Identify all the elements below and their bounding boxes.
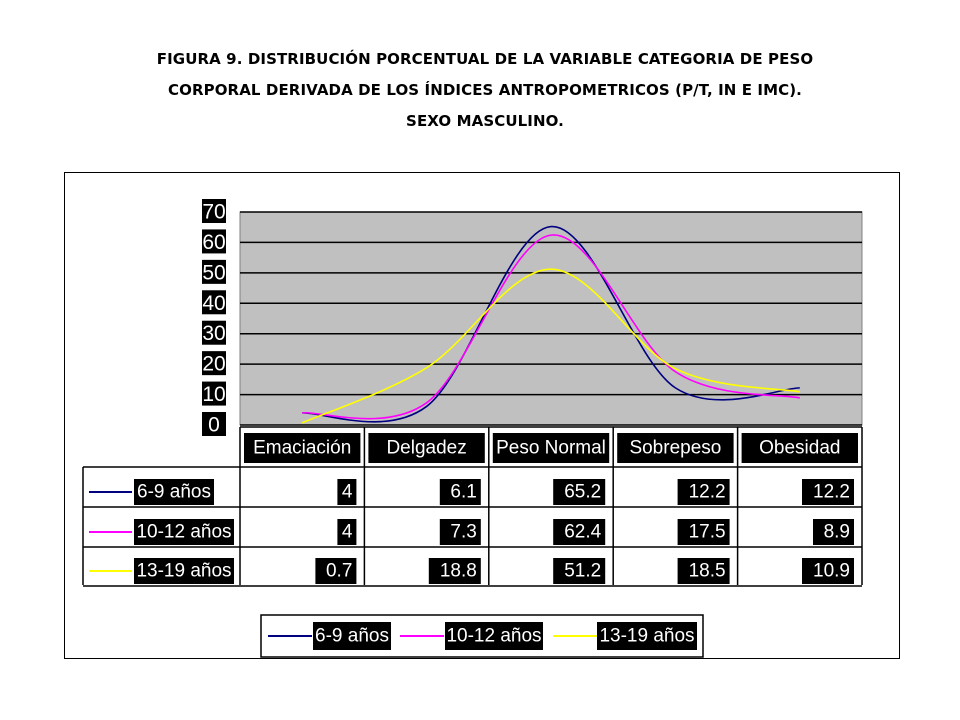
- title-line-3: SEXO MASCULINO.: [406, 112, 564, 130]
- data-label-bg: [802, 479, 854, 505]
- data-label-bg: [813, 519, 854, 545]
- data-label-bg: [439, 519, 481, 545]
- data-label-bg: [677, 479, 730, 505]
- data-label-bg: [677, 558, 730, 584]
- data-label-bg: [677, 519, 730, 545]
- data-label: 51.2: [564, 561, 601, 582]
- row-label-bg: [134, 479, 214, 505]
- y-tick-text: 60: [202, 231, 225, 254]
- y-tick-label-bg: [202, 229, 226, 254]
- y-tick-label: 50: [202, 259, 226, 284]
- data-label: 10.9: [813, 561, 850, 582]
- legend-label-bg: [445, 622, 543, 650]
- data-label: 7.3: [450, 522, 476, 543]
- y-tick-label-bg: [202, 412, 226, 436]
- data-label: 12.2: [813, 482, 850, 503]
- data-label: 65.2: [564, 482, 601, 503]
- data-label: 4: [342, 522, 353, 543]
- y-tick-label-bg: [202, 351, 226, 376]
- data-label: 18.8: [440, 561, 477, 582]
- data-label: 8.9: [824, 522, 850, 543]
- category-label: Sobrepeso: [629, 438, 721, 459]
- row-label-bg: [134, 519, 234, 545]
- row-series-label: 10-12 años: [136, 522, 231, 543]
- y-tick-text: 20: [202, 353, 225, 376]
- category-label-bg: [368, 433, 485, 463]
- y-tick-label: 10: [202, 381, 226, 406]
- y-tick-label: 40: [202, 290, 226, 315]
- legend-label: 13-19 años: [599, 626, 694, 647]
- data-label: 0.7: [326, 561, 352, 582]
- y-tick-label: 70: [202, 199, 226, 224]
- series-line-2: [302, 234, 800, 420]
- y-tick-text: 10: [202, 383, 225, 406]
- y-tick-label: 30: [202, 320, 226, 345]
- row-label-bg: [134, 558, 234, 584]
- category-label: Delgadez: [386, 438, 466, 459]
- legend-label-bg: [313, 622, 391, 650]
- y-tick-label-bg: [202, 290, 226, 315]
- category-label: Emaciación: [253, 438, 351, 459]
- row-series-label: 6-9 años: [137, 482, 211, 503]
- category-label-bg: [492, 433, 610, 463]
- legend-label: 6-9 años: [315, 626, 389, 647]
- row-series-label: 13-19 años: [136, 561, 231, 582]
- data-label: 4: [342, 482, 353, 503]
- category-label: Peso Normal: [496, 438, 606, 459]
- category-label-bg: [617, 433, 734, 463]
- y-tick-label-bg: [202, 320, 226, 345]
- y-tick-label: 20: [202, 351, 226, 376]
- y-tick-label: 60: [202, 229, 226, 254]
- category-label: Obesidad: [759, 438, 840, 459]
- plot-area: [239, 211, 863, 426]
- data-label: 18.5: [689, 561, 726, 582]
- title-line-1: FIGURA 9. DISTRIBUCIÓN PORCENTUAL DE LA …: [156, 50, 814, 68]
- title-line-2: CORPORAL DERIVADA DE LOS ÍNDICES ANTROPO…: [168, 81, 802, 99]
- y-tick-text: 0: [208, 414, 220, 437]
- data-label: 62.4: [564, 522, 601, 543]
- data-label-bg: [439, 479, 481, 505]
- legend-label-bg: [597, 622, 697, 650]
- legend: 6-9 años 10-12 años 13-19 años: [260, 614, 704, 658]
- y-tick-text: 70: [202, 201, 225, 224]
- data-label-bg: [553, 558, 606, 584]
- category-label-bg: [244, 433, 361, 463]
- category-label-bg: [741, 433, 858, 463]
- data-label-bg: [315, 558, 357, 584]
- y-tick-text: 40: [202, 292, 225, 315]
- y-tick-label: 0: [202, 412, 226, 437]
- data-label-bg: [428, 558, 481, 584]
- series-line-3: [301, 268, 800, 424]
- chart-title: FIGURA 9. DISTRIBUCIÓN PORCENTUAL DE LA …: [60, 44, 910, 137]
- data-label-bg: [553, 479, 606, 505]
- y-tick-label-bg: [202, 381, 226, 406]
- data-label-bg: [337, 519, 357, 545]
- legend-label: 10-12 años: [446, 626, 541, 647]
- data-label-bg: [337, 479, 357, 505]
- data-label: 12.2: [689, 482, 726, 503]
- data-label: 6.1: [450, 482, 476, 503]
- y-tick-text: 30: [202, 322, 225, 345]
- y-tick-text: 50: [202, 261, 225, 284]
- data-label-bg: [802, 558, 854, 584]
- data-label: 17.5: [689, 522, 726, 543]
- data-label-bg: [553, 519, 606, 545]
- y-tick-label-bg: [202, 259, 226, 284]
- y-tick-label-bg: [202, 199, 226, 223]
- series-line-1: [302, 225, 800, 423]
